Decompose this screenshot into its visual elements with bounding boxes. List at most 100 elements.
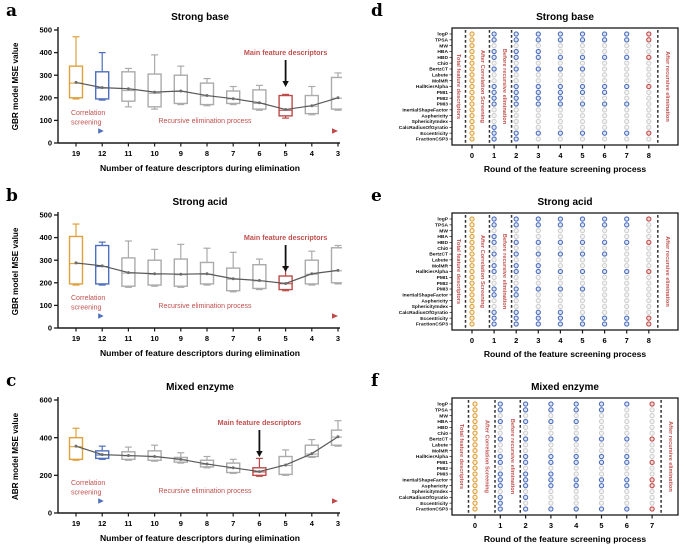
dot-r4-Chi0	[573, 430, 579, 436]
dot-r2-BertzCT	[522, 436, 529, 442]
feature-label-CalcRadiusOfGyratio: CalcRadiusOfGyratio	[399, 310, 448, 316]
dot-r1-Asphericity	[491, 113, 497, 119]
dot-r0-Eccentricity	[469, 315, 475, 321]
box-rect	[252, 89, 267, 110]
x-tick-label: 19	[72, 334, 80, 343]
x-tick-label: 8	[647, 151, 651, 160]
dot-r5-Asphericity	[598, 483, 605, 489]
feature-label-PMI3: PMI3	[437, 102, 449, 108]
box-cat-8	[199, 247, 215, 286]
dot-r4-PMI3	[557, 286, 564, 292]
dot-r8-TPSA	[646, 37, 652, 43]
dot-r3-Labute	[548, 442, 554, 448]
dot-r8-SphericityIndex	[646, 118, 652, 125]
dot-r2-CalcRadiusOfGyratio	[513, 309, 519, 315]
dot-r6-Labute	[601, 72, 608, 78]
dot-r5-Chi0	[579, 60, 586, 66]
mean-marker-7	[231, 277, 235, 281]
dot-r4-HBD	[557, 239, 564, 245]
dot-r0-MolMR	[469, 263, 475, 269]
dot-r4-HBD	[557, 54, 564, 60]
dot-r5-HBA	[579, 233, 586, 240]
dot-r0-HBA	[469, 233, 475, 240]
dot-r1-InertialShapeFactor	[491, 107, 497, 113]
main-feature-arrowhead	[282, 266, 289, 272]
dot-r5-TPSA	[579, 222, 586, 228]
dot-r4-InertialShapeFactor	[557, 292, 564, 298]
dot-r6-PMI2	[601, 95, 608, 101]
dot-r1-HallKierAlpha	[497, 453, 503, 460]
dot-r8-TPSA	[646, 222, 652, 228]
correlation-screening-label2: screening	[71, 120, 101, 127]
dot-r1-HBA	[491, 233, 497, 240]
dot-r5-Chi0	[598, 430, 605, 436]
x-tick-label: 5	[284, 149, 288, 158]
dot-r3-MW	[548, 413, 554, 419]
dot-r1-PMI1	[491, 274, 497, 280]
dot-r1-MW	[491, 228, 497, 234]
x-tick-label: 0	[473, 521, 477, 530]
dot-r1-Asphericity	[491, 298, 497, 304]
y-tick-label: 0	[48, 324, 52, 333]
recursive-elimination-label: Recursive elimination process	[159, 303, 252, 310]
box-cat-12	[94, 241, 110, 286]
mean-marker-5	[284, 281, 288, 285]
dot-r7-CalcRadiusOfGyratio	[649, 494, 655, 500]
dot-r6-HBA	[624, 418, 630, 425]
dot-r4-BertzCT	[573, 436, 579, 442]
x-tick-label: 2	[524, 521, 528, 530]
dot-r7-SphericityIndex	[649, 488, 655, 495]
dot-r6-Labute	[601, 257, 608, 263]
mean-marker-6	[257, 470, 261, 474]
dot-r6-InertialShapeFactor	[624, 477, 630, 483]
x-tick-label: 6	[257, 149, 261, 158]
dot-r6-Chi0	[601, 245, 608, 251]
box-rect	[121, 71, 136, 102]
axes	[57, 27, 340, 144]
dot-r2-HBA	[513, 48, 519, 55]
feature-label-FractionCSP3: FractionCSP3	[416, 507, 448, 513]
dot-r2-HBD	[522, 424, 529, 430]
box-cat-11	[121, 446, 136, 461]
dot-r2-TPSA	[513, 37, 519, 43]
dot-r0-MW	[469, 228, 475, 234]
dot-r2-PMI2	[522, 465, 529, 471]
dot-r7-Asphericity	[624, 298, 630, 304]
dot-r8-InertialShapeFactor	[646, 107, 652, 113]
x-axis-title: Round of the feature screening process	[484, 164, 647, 174]
y-tick-label: 0	[48, 509, 52, 518]
dot-r3-Chi0	[535, 60, 541, 66]
dot-r3-PMI3	[535, 286, 541, 292]
dot-r6-SphericityIndex	[601, 118, 608, 125]
dot-r2-PMI1	[513, 274, 519, 280]
box-chart: Mixed enzyme 0 200 400 600 ABR model MSE valu…	[11, 382, 342, 543]
dot-r4-MW	[573, 413, 579, 419]
mean-marker-12	[100, 264, 104, 268]
dot-r3-HBD	[548, 424, 554, 430]
dot-r7-BertzCT	[649, 436, 655, 442]
dot-r2-SphericityIndex	[522, 488, 529, 495]
mean-marker-3	[336, 268, 340, 272]
dot-r3-logP	[535, 216, 541, 222]
dot-r4-Eccentricity	[557, 130, 564, 136]
dot-r6-CalcRadiusOfGyratio	[624, 494, 630, 500]
dot-r5-MW	[579, 228, 586, 234]
dot-r0-BertzCT	[472, 436, 478, 442]
box-cat-7	[225, 85, 241, 106]
dot-r2-MolMR	[522, 448, 529, 454]
feature-label-HBD: HBD	[437, 55, 448, 61]
x-tick-label: 7	[650, 521, 654, 530]
box-cat-6	[252, 258, 267, 291]
dot-r5-HBD	[598, 424, 605, 430]
feature-label-PMI2: PMI2	[437, 96, 449, 102]
box-cat-6	[252, 84, 267, 111]
y-tick-label: 200	[39, 278, 52, 287]
feature-label-Asphericity: Asphericity	[421, 113, 448, 119]
dot-r7-HBD	[624, 54, 630, 60]
x-tick-label: 2	[514, 151, 518, 160]
dot-r8-CalcRadiusOfGyratio	[646, 124, 652, 130]
dot-r2-TPSA	[522, 407, 529, 413]
dot-r2-HallKierAlpha	[522, 453, 529, 460]
dot-r5-Eccentricity	[579, 130, 586, 136]
dot-r0-TPSA	[469, 222, 475, 228]
